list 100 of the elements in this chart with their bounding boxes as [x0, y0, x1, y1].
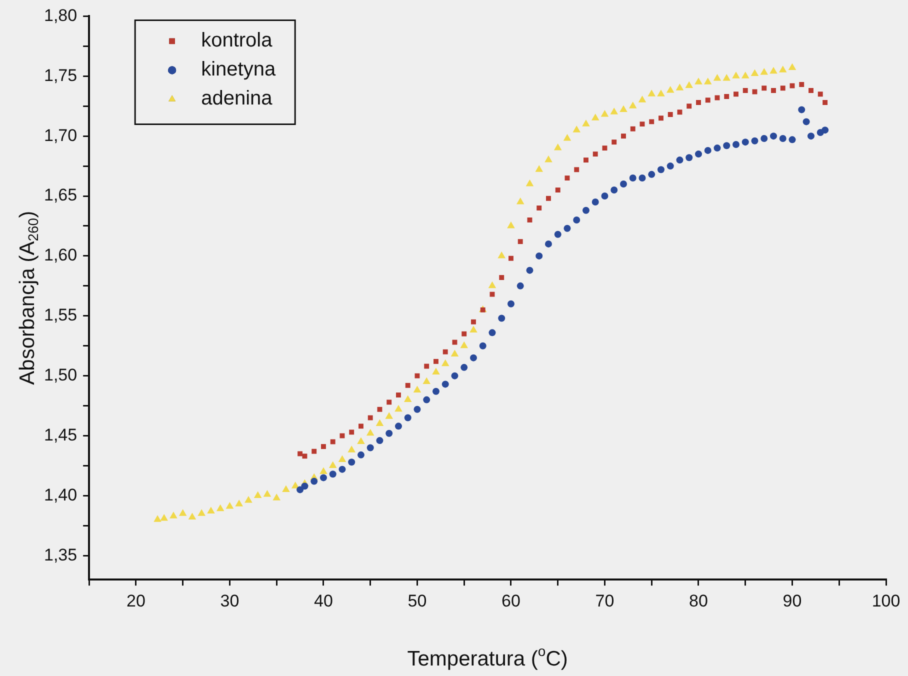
point	[799, 82, 804, 87]
legend-label: kinetyna	[201, 58, 276, 81]
point	[723, 142, 730, 150]
x-tick-label: 40	[314, 591, 333, 610]
x-tick-label: 90	[782, 591, 802, 610]
y-tick-label: 1,70	[44, 126, 78, 145]
point	[348, 458, 356, 466]
point	[366, 444, 374, 452]
point	[414, 373, 420, 378]
point	[376, 437, 384, 444]
point	[648, 170, 656, 178]
point	[340, 433, 345, 438]
point	[357, 451, 364, 458]
y-tick-label: 1,60	[44, 246, 78, 265]
point	[442, 349, 448, 354]
point	[394, 422, 402, 430]
point	[432, 388, 440, 395]
point	[573, 216, 580, 224]
legend-label: kontrola	[201, 30, 274, 52]
point	[554, 230, 562, 238]
point	[386, 400, 392, 405]
point	[536, 252, 543, 260]
point	[742, 88, 748, 93]
point	[640, 122, 645, 127]
point	[704, 146, 712, 154]
point	[424, 364, 430, 369]
point	[507, 300, 514, 308]
y-tick-label: 1,75	[44, 66, 78, 85]
point	[312, 448, 317, 454]
point	[368, 415, 373, 420]
point	[574, 167, 580, 172]
point	[762, 86, 767, 91]
point	[471, 319, 476, 324]
point	[564, 176, 570, 181]
point	[460, 364, 468, 371]
point	[752, 89, 758, 94]
point	[518, 239, 523, 244]
point	[694, 150, 702, 158]
point	[349, 430, 354, 435]
x-tick-label: 20	[126, 591, 146, 610]
point	[676, 156, 684, 164]
point	[358, 424, 364, 429]
point	[377, 406, 382, 412]
x-tick-label: 60	[502, 591, 520, 610]
point	[527, 218, 532, 222]
point	[818, 92, 823, 97]
point	[629, 174, 636, 182]
point	[630, 126, 636, 132]
point	[620, 180, 627, 188]
point	[488, 329, 496, 336]
x-tick-label: 80	[689, 591, 708, 610]
y-tick-label: 1,50	[44, 366, 78, 385]
point	[526, 266, 534, 274]
point	[302, 454, 308, 459]
point	[610, 186, 618, 194]
point	[602, 146, 608, 151]
x-tick-label: 70	[595, 591, 614, 610]
point	[536, 206, 542, 210]
point	[404, 414, 412, 422]
point	[658, 116, 664, 121]
point	[751, 137, 758, 144]
point	[734, 92, 738, 97]
point	[657, 166, 664, 174]
point	[544, 240, 552, 248]
point	[686, 104, 692, 109]
point	[732, 140, 740, 148]
point	[714, 95, 720, 100]
x-tick-label: 100	[872, 591, 900, 610]
point	[798, 106, 806, 114]
x-tick-label: 30	[220, 591, 240, 610]
y-tick-label: 1,55	[44, 306, 78, 325]
point	[405, 382, 410, 388]
point	[592, 152, 598, 157]
point	[338, 466, 346, 473]
point	[321, 444, 326, 450]
point	[423, 396, 430, 404]
point	[771, 88, 776, 93]
y-tick-label: 1,35	[44, 545, 78, 564]
point	[490, 292, 495, 297]
point	[555, 188, 560, 192]
point	[479, 342, 486, 350]
point	[621, 134, 626, 139]
point	[584, 158, 588, 163]
y-tick-label: 1,40	[44, 485, 78, 504]
point	[301, 482, 308, 490]
point	[808, 88, 814, 93]
y-axis-title: Absorbancja (A260)	[16, 210, 42, 385]
point	[508, 256, 514, 261]
point	[696, 100, 701, 105]
point	[612, 140, 617, 145]
point	[396, 392, 401, 398]
point	[582, 206, 590, 214]
point	[442, 380, 449, 388]
point	[386, 430, 393, 437]
point	[498, 314, 506, 322]
point	[434, 358, 438, 364]
point	[807, 132, 814, 140]
point	[601, 192, 608, 200]
point	[822, 126, 829, 134]
point	[760, 134, 768, 142]
